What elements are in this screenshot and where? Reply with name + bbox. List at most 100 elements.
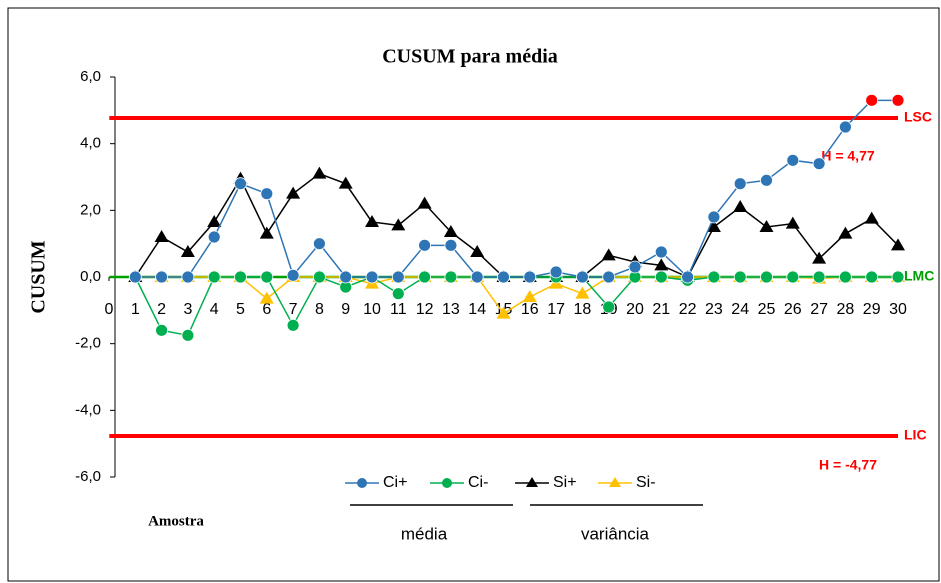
data-point bbox=[365, 215, 379, 227]
data-point bbox=[207, 230, 221, 244]
data-point bbox=[180, 245, 195, 257]
y-tick-label: 2,0 bbox=[80, 201, 101, 218]
data-point bbox=[312, 237, 326, 251]
data-point bbox=[786, 153, 800, 167]
x-axis-label: Amostra bbox=[148, 513, 204, 529]
data-point bbox=[733, 200, 748, 212]
data-point bbox=[418, 270, 432, 284]
legend-group-label: variância bbox=[581, 524, 650, 543]
x-tick-label: 26 bbox=[784, 301, 802, 318]
data-point bbox=[601, 248, 616, 261]
x-tick-label: 8 bbox=[315, 301, 324, 318]
data-point bbox=[865, 270, 879, 284]
data-point bbox=[365, 270, 379, 284]
legend-group-label: média bbox=[401, 524, 448, 543]
data-point bbox=[891, 270, 905, 284]
x-tick-label: 28 bbox=[837, 301, 855, 318]
y-axis-label: CUSUM bbox=[28, 240, 50, 313]
x-tick-label: 16 bbox=[521, 301, 539, 318]
x-tick-label: 5 bbox=[236, 301, 245, 318]
y-tick-label: 0,0 bbox=[80, 268, 101, 285]
data-point bbox=[207, 215, 222, 227]
data-point bbox=[312, 270, 326, 284]
data-point bbox=[470, 245, 485, 257]
data-point bbox=[417, 196, 432, 209]
data-point bbox=[839, 120, 852, 134]
x-tick-label: 1 bbox=[131, 301, 140, 318]
data-point bbox=[760, 173, 773, 187]
data-point bbox=[706, 220, 721, 232]
data-point bbox=[155, 323, 169, 337]
legend-label: Ci- bbox=[468, 474, 488, 491]
legend-marker bbox=[609, 477, 621, 487]
data-point bbox=[339, 270, 353, 284]
x-tick-label: 7 bbox=[289, 301, 298, 318]
x-tick-label: 23 bbox=[705, 301, 723, 318]
x-tick-label: 21 bbox=[652, 301, 670, 318]
x-tick-label: 11 bbox=[390, 301, 407, 318]
data-point bbox=[523, 270, 537, 284]
data-point bbox=[234, 177, 247, 191]
y-tick-label: -2,0 bbox=[75, 335, 101, 352]
annotation: H = -4,77 bbox=[819, 457, 877, 473]
control-line-label: LSC bbox=[904, 109, 932, 125]
x-tick-label: 9 bbox=[341, 301, 350, 318]
data-point bbox=[497, 270, 510, 284]
data-point bbox=[707, 270, 721, 284]
data-point bbox=[496, 306, 511, 319]
data-point bbox=[891, 93, 905, 107]
data-point bbox=[443, 225, 458, 237]
annotation: H = 4,77 bbox=[821, 148, 875, 164]
y-tick-label: -4,0 bbox=[75, 401, 101, 418]
data-point bbox=[286, 186, 301, 199]
data-point bbox=[338, 176, 353, 189]
data-point bbox=[812, 157, 826, 171]
data-point bbox=[391, 287, 405, 301]
x-tick-label: 6 bbox=[262, 301, 271, 318]
data-point bbox=[154, 230, 169, 242]
x-tick-label: 25 bbox=[758, 301, 776, 318]
data-point bbox=[259, 226, 274, 239]
data-point bbox=[865, 93, 879, 107]
data-point bbox=[181, 328, 195, 342]
control-line-label: LIC bbox=[904, 427, 927, 443]
data-point bbox=[681, 270, 694, 284]
x-tick-label: 17 bbox=[547, 301, 565, 318]
data-point bbox=[654, 270, 668, 284]
x-tick-label: 20 bbox=[626, 301, 644, 318]
x-tick-label: 13 bbox=[442, 301, 460, 318]
data-point bbox=[785, 216, 800, 229]
data-point bbox=[812, 251, 827, 264]
data-point bbox=[260, 270, 274, 284]
data-point bbox=[549, 265, 563, 279]
y-tick-label: -6,0 bbox=[75, 468, 101, 485]
data-point bbox=[234, 270, 247, 284]
data-point bbox=[391, 218, 406, 231]
x-tick-label: 14 bbox=[468, 301, 486, 318]
legend-label: Si- bbox=[636, 474, 656, 491]
x-tick-label: 10 bbox=[363, 301, 381, 318]
data-point bbox=[128, 270, 142, 284]
data-point bbox=[522, 290, 537, 302]
legend-label: Si+ bbox=[553, 474, 577, 491]
x-tick-label: 18 bbox=[574, 301, 592, 318]
legend-marker bbox=[526, 477, 538, 487]
data-point bbox=[312, 166, 327, 179]
chart-title: CUSUM para média bbox=[382, 46, 558, 68]
data-point bbox=[418, 238, 432, 252]
legend-marker bbox=[442, 478, 452, 488]
data-point bbox=[575, 286, 590, 299]
x-tick-label: 0 bbox=[105, 301, 114, 318]
data-point bbox=[602, 270, 616, 284]
x-tick-label: 12 bbox=[416, 301, 434, 318]
data-point bbox=[864, 211, 879, 224]
data-point bbox=[786, 270, 800, 284]
data-point bbox=[759, 220, 774, 232]
data-point bbox=[286, 318, 300, 332]
x-tick-label: 24 bbox=[731, 301, 749, 318]
data-point bbox=[838, 226, 853, 239]
chart-border bbox=[7, 7, 940, 582]
data-point bbox=[760, 270, 773, 284]
data-point bbox=[207, 270, 221, 284]
